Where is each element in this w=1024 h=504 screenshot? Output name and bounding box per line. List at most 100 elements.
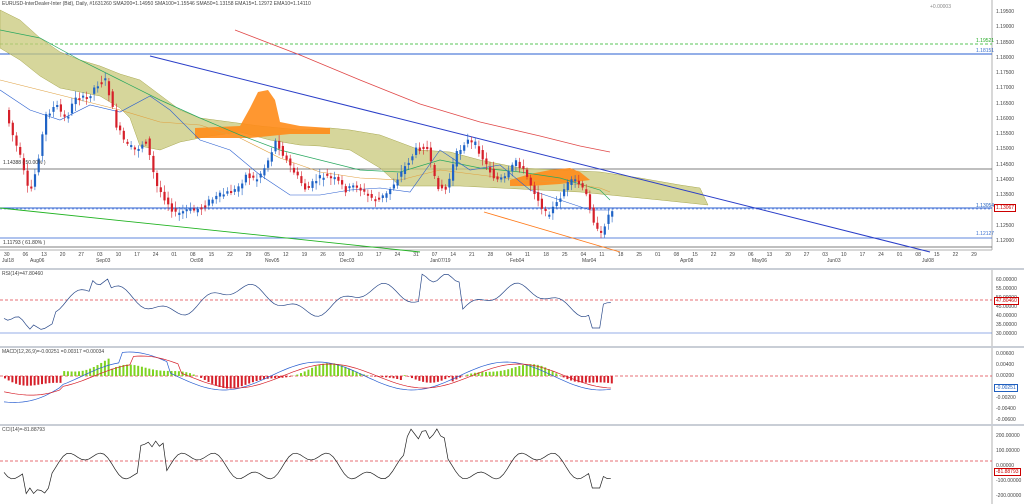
candle-body xyxy=(267,160,270,168)
macd-histogram-bar xyxy=(277,376,280,379)
time-tick-label: 24 xyxy=(152,252,159,258)
macd-histogram-bar xyxy=(492,371,495,376)
candle xyxy=(607,208,610,230)
macd-histogram-bar xyxy=(7,376,10,381)
macd-histogram-bar xyxy=(559,375,561,376)
time-tick-label: 14 xyxy=(450,252,456,258)
candle xyxy=(481,145,484,166)
candle xyxy=(318,168,321,186)
candle-body xyxy=(252,175,255,178)
cci-pane[interactable]: CCI(14)=-81.88793 200.00000 100.00000 0.00… xyxy=(0,426,1024,504)
macd-histogram-bar xyxy=(300,373,302,376)
pane-separator-3[interactable] xyxy=(0,424,1024,426)
macd-histogram-bar xyxy=(122,364,125,376)
candle xyxy=(96,81,99,93)
time-tick-label: 01 xyxy=(655,252,661,258)
candle-body xyxy=(348,186,351,189)
rsi-canvas[interactable] xyxy=(0,270,1024,346)
candle-body xyxy=(470,140,473,143)
macd-histogram-bar xyxy=(211,376,214,384)
price-chart-pane[interactable]: EURUSD-InterDealer-Inter (Bid), Daily, #… xyxy=(0,0,1024,268)
candle-body xyxy=(359,187,362,191)
macd-histogram-bar xyxy=(592,376,595,383)
macd-histogram-bar xyxy=(103,360,106,376)
candle-body xyxy=(30,186,33,189)
candle-body xyxy=(93,87,96,94)
candle-body xyxy=(193,208,196,211)
time-tick-label: 01 xyxy=(896,252,903,258)
candle xyxy=(596,216,599,232)
candle-body xyxy=(448,178,451,188)
candle-body xyxy=(289,158,292,166)
axis-tick-label: 1.14500 xyxy=(996,161,1015,168)
macd-pane[interactable]: MACD(12,26,9)=-0.00251 =0.00317 =0.00034… xyxy=(0,348,1024,424)
candle-body xyxy=(237,186,240,192)
candle-body xyxy=(278,140,281,149)
candle xyxy=(181,204,185,220)
macd-histogram-bar xyxy=(37,376,40,385)
candle xyxy=(148,136,151,161)
time-tick-label: 11 xyxy=(599,252,605,258)
candle-body xyxy=(474,141,477,145)
time-tick-label: 13 xyxy=(41,252,47,258)
month-label: Aug06 xyxy=(30,258,45,264)
price-chart-canvas[interactable] xyxy=(0,0,1024,268)
rsi-value-tag: 47.80460 xyxy=(994,297,1019,305)
macd-histogram-bar xyxy=(163,370,166,376)
price-chart-title: EURUSD-InterDealer-Inter (Bid), Daily, #… xyxy=(2,1,311,7)
candle-body xyxy=(500,177,503,180)
macd-histogram-bar xyxy=(584,376,587,383)
time-tick-label: 12 xyxy=(283,252,289,258)
sma50-line xyxy=(0,29,611,201)
orange-channel-line xyxy=(483,211,621,253)
cci-canvas[interactable] xyxy=(0,426,1024,504)
candle-body xyxy=(426,146,429,149)
month-label: Feb04 xyxy=(510,258,525,264)
candle xyxy=(296,167,299,179)
month-label: Sep03 xyxy=(96,258,111,264)
candle-body xyxy=(514,160,518,166)
candle xyxy=(477,140,481,157)
axis-tick-label: 1.19500 xyxy=(996,9,1015,15)
candle xyxy=(59,98,62,117)
rsi-pane[interactable]: RSI(14)=47.80460 60.0000055.0000050.0000… xyxy=(0,270,1024,346)
candle-body xyxy=(603,226,606,235)
candle-body xyxy=(352,185,355,188)
level-label-r1: 1.18151 xyxy=(976,48,995,54)
candle xyxy=(600,225,603,239)
candle-body xyxy=(337,176,340,181)
candle xyxy=(403,162,407,180)
candlesticks xyxy=(8,72,614,239)
candle-body xyxy=(389,189,392,195)
time-tick-label: 19 xyxy=(301,252,308,258)
candle xyxy=(574,175,577,188)
pane-separator-2[interactable] xyxy=(0,346,1024,348)
candle-body xyxy=(96,86,99,89)
macd-histogram-bar xyxy=(11,376,14,383)
candle-body xyxy=(585,189,588,195)
candle-body xyxy=(22,158,25,171)
candle xyxy=(144,139,148,147)
axis-tick-label: 1.16000 xyxy=(996,115,1015,122)
macd-canvas[interactable] xyxy=(0,348,1024,424)
candle-body xyxy=(215,195,218,200)
macd-histogram-bar xyxy=(411,376,413,379)
candle xyxy=(237,183,240,197)
macd-histogram-bar xyxy=(203,376,206,380)
macd-histogram-bar xyxy=(422,376,425,382)
candle xyxy=(452,157,455,187)
macd-histogram-bar xyxy=(81,370,84,376)
candle xyxy=(537,185,540,207)
level-label-top-fib: 1.19521 xyxy=(976,38,995,44)
candle-body xyxy=(255,179,259,182)
month-label: Jul08 xyxy=(922,258,934,264)
candle xyxy=(559,192,562,208)
candle xyxy=(289,154,292,173)
macd-histogram-bar xyxy=(63,371,66,376)
candle-body xyxy=(326,173,329,176)
pane-separator-1[interactable] xyxy=(0,268,1024,270)
candle-body xyxy=(70,103,74,114)
macd-histogram-bar xyxy=(366,375,369,376)
candle xyxy=(133,145,136,156)
candle xyxy=(485,152,488,170)
